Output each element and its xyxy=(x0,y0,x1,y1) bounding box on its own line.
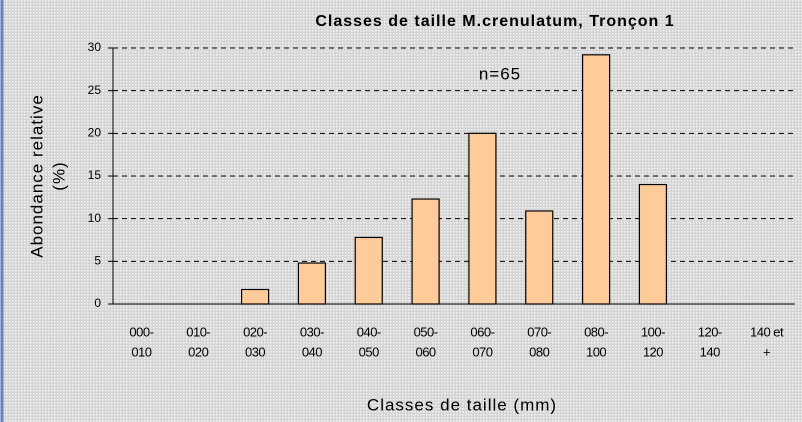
x-tick-label: 030- xyxy=(300,324,324,339)
x-tick-label: 070- xyxy=(527,324,551,339)
x-tick-label: 040- xyxy=(357,324,381,339)
annotation: n=65 xyxy=(479,64,521,83)
x-tick-label: 060- xyxy=(470,324,494,339)
x-tick-label: 120 xyxy=(643,344,663,359)
x-tick-label: 140 xyxy=(700,344,720,359)
x-tick-label: 040 xyxy=(302,344,322,359)
y-tick-label: 25 xyxy=(88,83,102,97)
y-axis-label: Abondance relative xyxy=(27,94,46,258)
x-tick-label: 080- xyxy=(584,324,608,339)
x-tick-label: 100- xyxy=(641,324,665,339)
bar xyxy=(411,198,440,305)
bar xyxy=(297,262,327,305)
x-tick-label: + xyxy=(763,344,770,359)
x-tick-label: 010 xyxy=(131,344,151,359)
y-tick-label: 5 xyxy=(94,254,101,268)
x-tick-label: 050 xyxy=(359,344,379,359)
x-tick-label: 050- xyxy=(414,324,438,339)
y-tick-label: 30 xyxy=(88,40,102,54)
x-tick-label: 120- xyxy=(698,324,722,339)
x-tick-label: 020 xyxy=(188,344,208,359)
chart-title: Classes de taille M.crenulatum, Tronçon … xyxy=(315,13,674,30)
bar xyxy=(638,183,668,305)
x-tick-label: 010- xyxy=(186,324,210,339)
x-tick-label: 080 xyxy=(529,344,549,359)
x-tick-label: 060 xyxy=(415,344,435,359)
bar xyxy=(240,288,270,305)
bar xyxy=(525,210,554,305)
x-tick-label: 030 xyxy=(245,344,265,359)
x-axis-label: Classes de taille (mm) xyxy=(367,395,557,414)
x-tick-label: 070 xyxy=(472,344,492,359)
y-axis-label: (%) xyxy=(49,161,68,190)
x-tick-label: 100 xyxy=(586,344,606,359)
y-tick-label: 0 xyxy=(94,296,101,310)
bar xyxy=(354,236,383,305)
y-tick-label: 15 xyxy=(88,168,102,182)
x-tick-label: 000- xyxy=(129,324,153,339)
x-tick-label: 140 et xyxy=(750,324,784,339)
y-tick-label: 10 xyxy=(88,211,102,225)
bar xyxy=(581,54,611,305)
bar xyxy=(468,132,497,305)
x-tick-label: 020- xyxy=(243,324,267,339)
y-tick-label: 20 xyxy=(88,126,102,140)
